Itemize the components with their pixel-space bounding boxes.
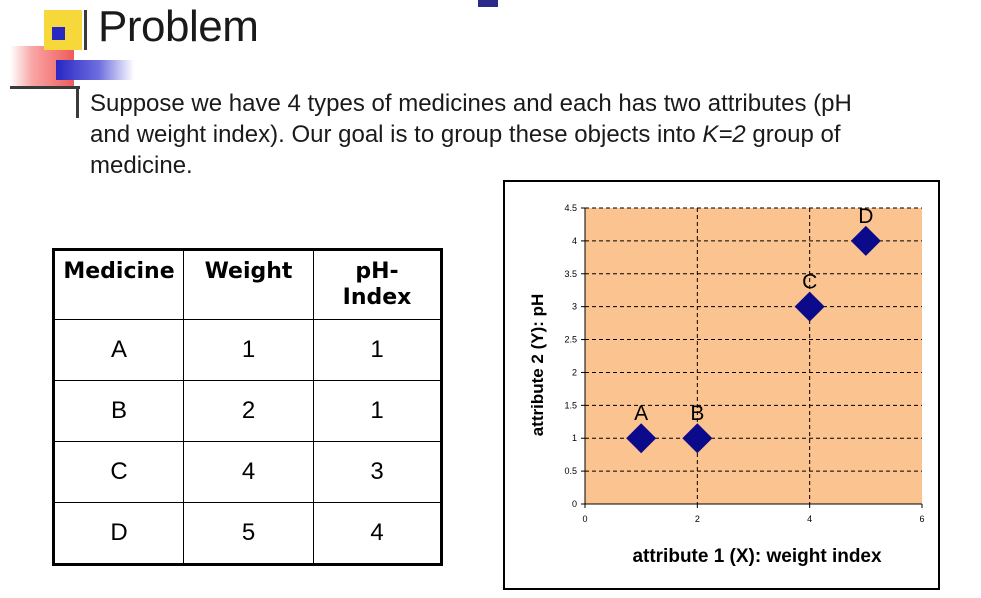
x-axis-label: attribute 1 (X): weight index bbox=[632, 546, 882, 567]
decorative-blue-tab bbox=[478, 0, 498, 7]
scatter-plot-svg: 0 0.5 1 1.5 2 2.5 3 3.5 4 4.5 0 2 4 6 A B C D attribute 1… bbox=[528, 203, 925, 567]
data-point-marker bbox=[794, 291, 825, 322]
table-header-row: Medicine Weight pH- Index bbox=[53, 249, 442, 320]
x-tick-label: 4 bbox=[807, 514, 812, 524]
header-ph-index: pH- Index bbox=[313, 249, 442, 320]
table-row: A 1 1 bbox=[53, 319, 442, 381]
y-tick-label: 1 bbox=[572, 433, 577, 443]
statement-line-2b: group of bbox=[745, 121, 841, 148]
cell-ph: 1 bbox=[313, 380, 442, 442]
decorative-line bbox=[10, 86, 80, 89]
data-point-label: B bbox=[690, 402, 704, 425]
x-tick-label: 0 bbox=[582, 514, 587, 524]
medicine-table: Medicine Weight pH- Index A 1 1 B 2 1 C … bbox=[52, 248, 443, 566]
table-row: C 4 3 bbox=[53, 441, 442, 503]
cell-medicine: D bbox=[53, 502, 184, 565]
cell-medicine: C bbox=[53, 441, 184, 503]
cell-weight: 2 bbox=[183, 380, 314, 442]
header-medicine: Medicine bbox=[53, 249, 184, 320]
y-tick-label: 4.5 bbox=[564, 203, 577, 213]
data-point-label: D bbox=[858, 205, 873, 228]
cell-ph: 4 bbox=[313, 502, 442, 565]
data-point-label: C bbox=[802, 271, 817, 294]
cell-weight: 5 bbox=[183, 502, 314, 565]
statement-line-3: medicine. bbox=[90, 152, 193, 179]
y-tick-label: 0 bbox=[572, 499, 577, 509]
statement-line-1: Suppose we have 4 types of medicines and… bbox=[90, 90, 852, 117]
table-row: B 2 1 bbox=[53, 380, 442, 442]
decorative-blue-bar bbox=[56, 60, 134, 80]
header-weight: Weight bbox=[183, 249, 314, 320]
statement-line-2a: and weight index). Our goal is to group … bbox=[90, 121, 703, 148]
table-row: D 5 4 bbox=[53, 502, 442, 565]
data-point-marker bbox=[626, 423, 657, 454]
y-tick-label: 1.5 bbox=[564, 400, 577, 410]
y-tick-label: 0.5 bbox=[564, 466, 577, 476]
problem-statement: Suppose we have 4 types of medicines and… bbox=[90, 88, 910, 181]
cell-medicine: B bbox=[53, 380, 184, 442]
decorative-line bbox=[76, 86, 79, 118]
y-tick-label: 3.5 bbox=[564, 269, 577, 279]
y-axis-label: attribute 2 (Y): pH bbox=[528, 294, 547, 437]
k-value: K=2 bbox=[702, 121, 746, 148]
data-point-label: A bbox=[634, 402, 648, 425]
cell-ph: 1 bbox=[313, 319, 442, 381]
cell-medicine: A bbox=[53, 319, 184, 381]
data-point-marker bbox=[682, 423, 713, 454]
decorative-line bbox=[84, 10, 87, 50]
data-point-marker bbox=[850, 225, 881, 256]
cell-weight: 1 bbox=[183, 319, 314, 381]
x-tick-label: 2 bbox=[695, 514, 700, 524]
scatter-chart: 0 0.5 1 1.5 2 2.5 3 3.5 4 4.5 0 2 4 6 A B C D attribute 1… bbox=[503, 180, 940, 590]
plot-area bbox=[585, 208, 922, 504]
slide-title: Problem bbox=[98, 2, 259, 51]
y-tick-label: 2 bbox=[572, 367, 577, 377]
y-tick-label: 2.5 bbox=[564, 335, 577, 345]
y-tick-label: 3 bbox=[572, 302, 577, 312]
cell-weight: 4 bbox=[183, 441, 314, 503]
y-tick-label: 4 bbox=[572, 236, 577, 246]
x-tick-label: 6 bbox=[919, 514, 924, 524]
decorative-blue-square bbox=[52, 27, 65, 40]
cell-ph: 3 bbox=[313, 441, 442, 503]
